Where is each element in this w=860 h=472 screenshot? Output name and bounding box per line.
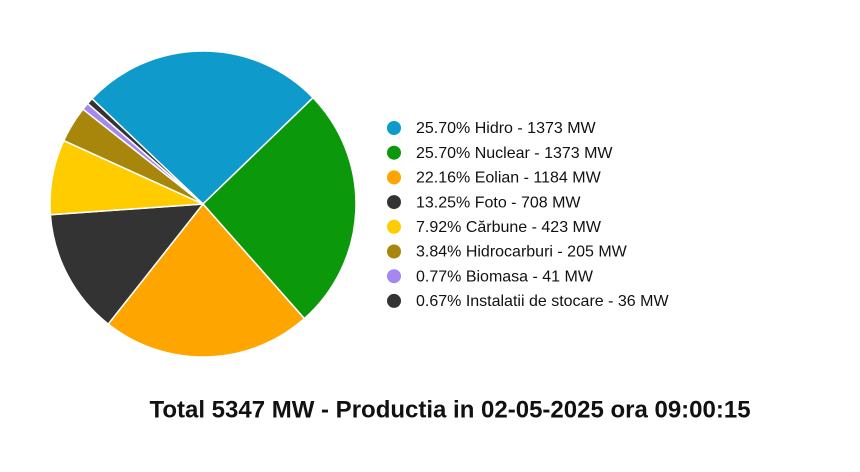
pie-slice	[201, 96, 357, 320]
legend-marker	[387, 269, 401, 284]
legend-label: 25.70% Hidro - 1373 MW	[416, 120, 597, 137]
pie-slice	[86, 97, 204, 205]
legend-label: 13.25% Foto - 708 MW	[416, 194, 581, 211]
legend-marker	[387, 293, 401, 308]
legend-marker	[387, 195, 401, 210]
legend-label: 0.67% Instalatii de stocare - 36 MW	[416, 293, 669, 310]
legend-marker	[387, 244, 401, 259]
legend-marker	[387, 219, 401, 234]
legend-label: 3.84% Hidrocarburi - 205 MW	[416, 244, 628, 261]
legend-marker	[387, 121, 401, 135]
legend-label: 22.16% Eolian - 1184 MW	[416, 170, 602, 187]
legend-marker	[387, 170, 401, 185]
legend-label: 7.92% Cărbune - 423 MW	[416, 219, 602, 236]
pie-slice	[49, 203, 205, 326]
chart-title: Total 5347 MW - Productia in 02-05-2025 …	[149, 396, 750, 423]
pie-slice	[90, 50, 315, 206]
legend-label: 0.77% Biomasa - 41 MW	[416, 268, 594, 285]
legend-marker	[387, 145, 401, 160]
pie-slice	[107, 202, 306, 358]
legend-label: 25.70% Nuclear - 1373 MW	[416, 145, 613, 162]
